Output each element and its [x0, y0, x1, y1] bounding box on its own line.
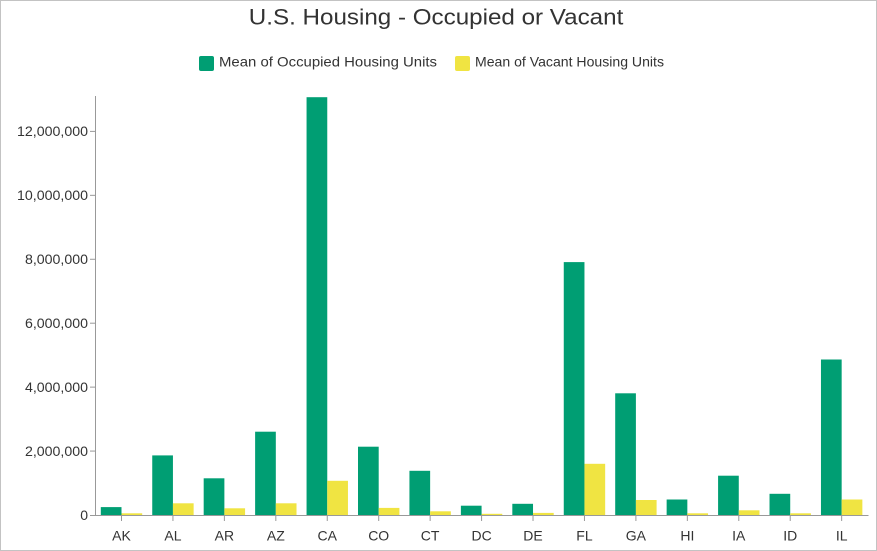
svg-text:IL: IL: [836, 528, 848, 544]
svg-text:AZ: AZ: [267, 528, 285, 544]
svg-text:Mean of Occupied Housing Units: Mean of Occupied Housing Units: [219, 54, 437, 70]
svg-text:6,000,000: 6,000,000: [25, 315, 88, 331]
svg-text:AR: AR: [215, 528, 234, 544]
svg-text:FL: FL: [576, 528, 593, 544]
svg-text:AK: AK: [112, 528, 131, 544]
svg-text:U.S. Housing - Occupied or Vac: U.S. Housing - Occupied or Vacant: [249, 5, 624, 30]
svg-text:10,000,000: 10,000,000: [17, 187, 88, 203]
svg-text:DC: DC: [471, 528, 491, 544]
svg-text:0: 0: [80, 507, 88, 523]
svg-text:HI: HI: [680, 528, 694, 544]
svg-text:ID: ID: [783, 528, 797, 544]
svg-text:8,000,000: 8,000,000: [25, 251, 88, 267]
svg-text:12,000,000: 12,000,000: [17, 123, 88, 139]
svg-text:GA: GA: [626, 528, 647, 544]
svg-text:AL: AL: [164, 528, 181, 544]
svg-text:2,000,000: 2,000,000: [25, 443, 88, 459]
svg-text:CO: CO: [368, 528, 389, 544]
svg-text:IA: IA: [732, 528, 746, 544]
svg-text:CA: CA: [318, 528, 338, 544]
svg-text:Mean of Vacant Housing Units: Mean of Vacant Housing Units: [475, 54, 664, 70]
svg-text:DE: DE: [523, 528, 542, 544]
svg-text:4,000,000: 4,000,000: [25, 379, 88, 395]
svg-text:CT: CT: [421, 528, 440, 544]
